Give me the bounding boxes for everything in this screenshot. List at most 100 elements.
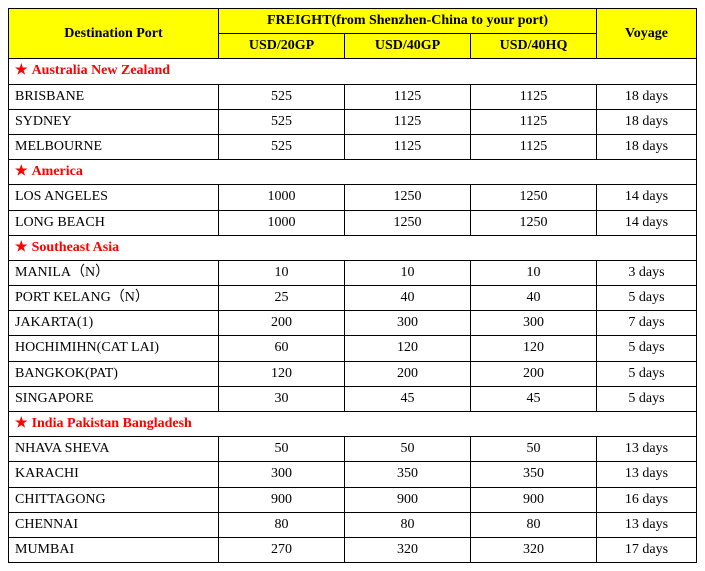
freight-cell: 525 (219, 84, 345, 109)
freight-cell: 30 (219, 386, 345, 411)
table-row: NHAVA SHEVA50505013 days (9, 437, 697, 462)
port-cell: KARACHI (9, 462, 219, 487)
freight-cell: 80 (471, 512, 597, 537)
freight-cell: 120 (345, 336, 471, 361)
freight-cell: 1000 (219, 185, 345, 210)
freight-cell: 200 (345, 361, 471, 386)
freight-cell: 525 (219, 109, 345, 134)
port-cell: CHENNAI (9, 512, 219, 537)
region-row: ★ Australia New Zealand (9, 59, 697, 84)
region-label: Southeast Asia (32, 240, 120, 255)
table-row: SINGAPORE3045455 days (9, 386, 697, 411)
table-header: Destination Port FREIGHT(from Shenzhen-C… (9, 9, 697, 59)
voyage-cell: 13 days (597, 462, 697, 487)
table-row: JAKARTA(1)2003003007 days (9, 311, 697, 336)
freight-cell: 1125 (345, 84, 471, 109)
voyage-cell: 5 days (597, 361, 697, 386)
port-cell: SINGAPORE (9, 386, 219, 411)
freight-cell: 1250 (345, 185, 471, 210)
freight-cell: 10 (471, 260, 597, 285)
voyage-cell: 17 days (597, 537, 697, 562)
region-row: ★Southeast Asia (9, 235, 697, 260)
table-row: HOCHIMIHN(CAT LAI)601201205 days (9, 336, 697, 361)
freight-cell: 1125 (471, 84, 597, 109)
freight-cell: 40 (471, 286, 597, 311)
region-cell: ★ India Pakistan Bangladesh (9, 412, 697, 437)
voyage-cell: 14 days (597, 185, 697, 210)
port-cell: LOS ANGELES (9, 185, 219, 210)
freight-cell: 1250 (471, 210, 597, 235)
table-row: BANGKOK(PAT)1202002005 days (9, 361, 697, 386)
star-icon: ★ (15, 63, 28, 78)
region-label: India Pakistan Bangladesh (32, 416, 192, 431)
voyage-cell: 18 days (597, 109, 697, 134)
header-usd40gp: USD/40GP (345, 34, 471, 59)
port-cell: CHITTAGONG (9, 487, 219, 512)
freight-cell: 300 (345, 311, 471, 336)
table-row: BRISBANE5251125112518 days (9, 84, 697, 109)
freight-cell: 200 (219, 311, 345, 336)
voyage-cell: 5 days (597, 336, 697, 361)
freight-cell: 10 (345, 260, 471, 285)
freight-cell: 120 (219, 361, 345, 386)
freight-cell: 320 (345, 537, 471, 562)
voyage-cell: 18 days (597, 84, 697, 109)
star-icon: ★ (15, 164, 28, 179)
region-cell: ★Southeast Asia (9, 235, 697, 260)
port-cell: BANGKOK(PAT) (9, 361, 219, 386)
header-destination: Destination Port (9, 9, 219, 59)
freight-cell: 1125 (471, 109, 597, 134)
header-voyage: Voyage (597, 9, 697, 59)
table-body: ★ Australia New Zealand BRISBANE5251125112… (9, 59, 697, 563)
table-row: PORT KELANG（N）2540405 days (9, 286, 697, 311)
table-row: CHITTAGONG90090090016 days (9, 487, 697, 512)
port-cell: PORT KELANG（N） (9, 286, 219, 311)
table-row: LONG BEACH10001250125014 days (9, 210, 697, 235)
freight-cell: 45 (471, 386, 597, 411)
port-cell: SYDNEY (9, 109, 219, 134)
port-cell: MUMBAI (9, 537, 219, 562)
table-row: CHENNAI80808013 days (9, 512, 697, 537)
freight-cell: 60 (219, 336, 345, 361)
region-cell: ★ America (9, 160, 697, 185)
table-row: LOS ANGELES10001250125014 days (9, 185, 697, 210)
freight-cell: 525 (219, 134, 345, 159)
voyage-cell: 13 days (597, 512, 697, 537)
voyage-cell: 14 days (597, 210, 697, 235)
port-cell: MANILA（N） (9, 260, 219, 285)
region-label: Australia New Zealand (32, 63, 170, 78)
freight-cell: 50 (345, 437, 471, 462)
freight-cell: 350 (471, 462, 597, 487)
freight-cell: 1250 (345, 210, 471, 235)
freight-cell: 320 (471, 537, 597, 562)
voyage-cell: 7 days (597, 311, 697, 336)
header-usd20gp: USD/20GP (219, 34, 345, 59)
freight-table: Destination Port FREIGHT(from Shenzhen-C… (8, 8, 697, 563)
region-label: America (32, 164, 83, 179)
freight-cell: 300 (219, 462, 345, 487)
table-row: MUMBAI27032032017 days (9, 537, 697, 562)
freight-cell: 900 (219, 487, 345, 512)
freight-cell: 45 (345, 386, 471, 411)
freight-cell: 270 (219, 537, 345, 562)
voyage-cell: 13 days (597, 437, 697, 462)
voyage-cell: 16 days (597, 487, 697, 512)
freight-cell: 900 (345, 487, 471, 512)
voyage-cell: 5 days (597, 286, 697, 311)
region-row: ★ America (9, 160, 697, 185)
freight-cell: 1125 (345, 109, 471, 134)
port-cell: NHAVA SHEVA (9, 437, 219, 462)
star-icon: ★ (15, 416, 28, 431)
table-row: MANILA（N）1010103 days (9, 260, 697, 285)
voyage-cell: 3 days (597, 260, 697, 285)
table-row: MELBOURNE5251125112518 days (9, 134, 697, 159)
header-freight-group: FREIGHT(from Shenzhen-China to your port… (219, 9, 597, 34)
freight-cell: 1125 (345, 134, 471, 159)
freight-cell: 50 (471, 437, 597, 462)
freight-cell: 50 (219, 437, 345, 462)
port-cell: JAKARTA(1) (9, 311, 219, 336)
freight-cell: 40 (345, 286, 471, 311)
freight-cell: 350 (345, 462, 471, 487)
table-row: KARACHI30035035013 days (9, 462, 697, 487)
freight-cell: 80 (219, 512, 345, 537)
